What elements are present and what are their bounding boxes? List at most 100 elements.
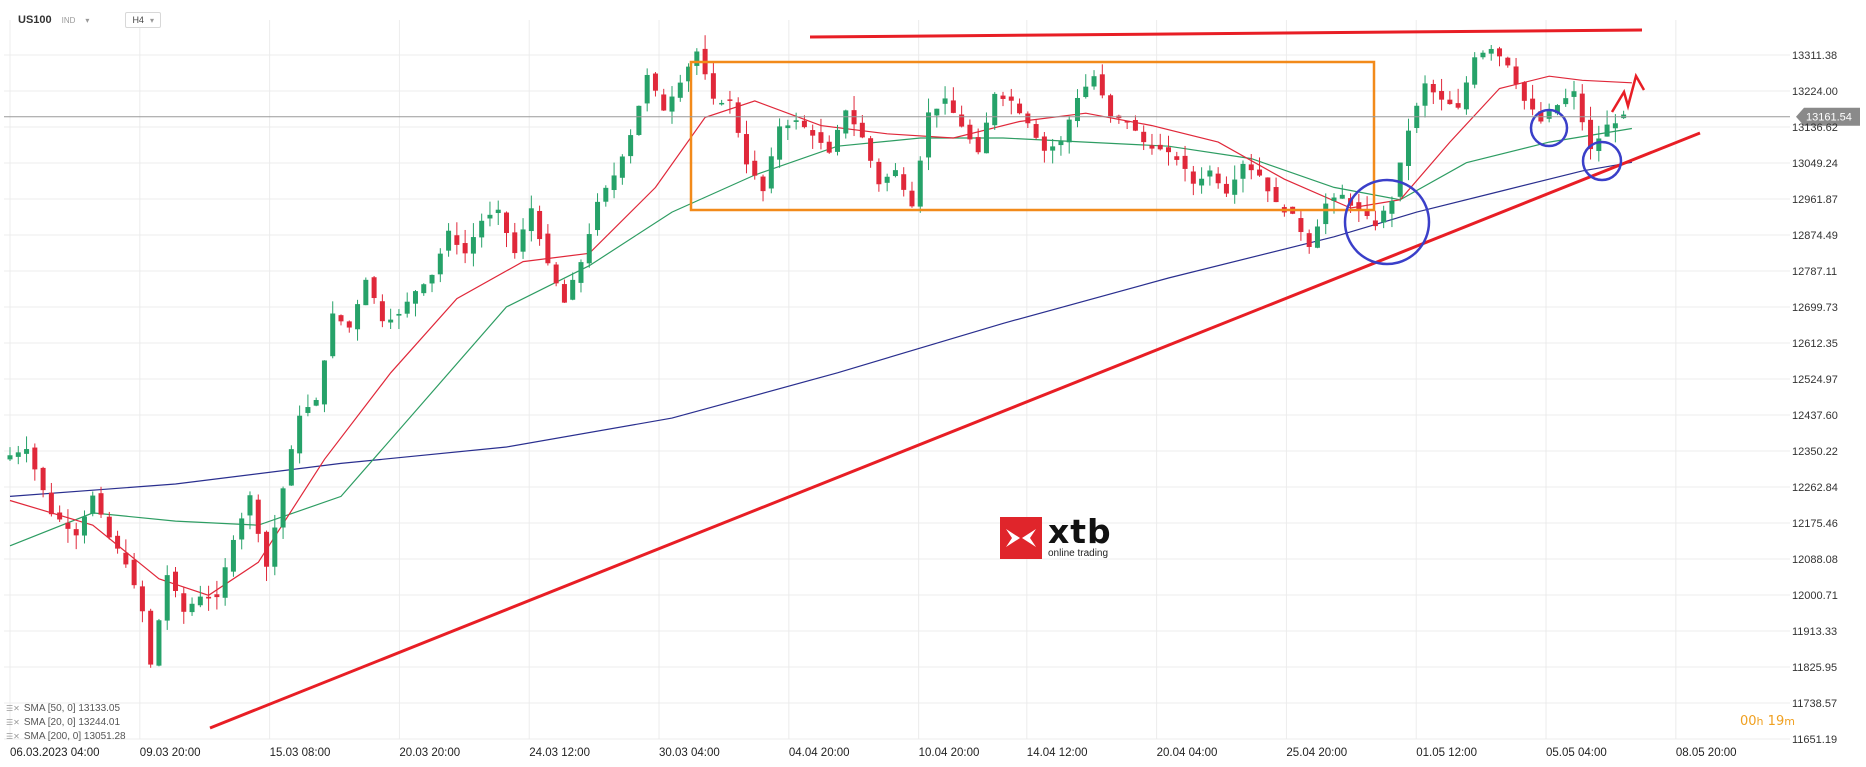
candle-body xyxy=(1530,98,1536,110)
candle-body xyxy=(24,449,30,454)
candle-body xyxy=(975,137,981,153)
candle-body xyxy=(15,452,21,457)
candle-body xyxy=(1447,99,1453,105)
candle-countdown: 00h 19m xyxy=(1740,714,1795,729)
y-tick-label: 12262.84 xyxy=(1792,482,1838,494)
rising-trendline xyxy=(209,131,1701,730)
candle-body xyxy=(139,586,145,612)
candle-body xyxy=(1232,179,1238,195)
chevron-down-icon[interactable]: ▾ xyxy=(85,15,90,25)
candle-body xyxy=(1521,82,1527,101)
candle-body xyxy=(1248,164,1254,171)
candle-body xyxy=(81,516,87,536)
candle-body xyxy=(710,73,716,99)
candle-body xyxy=(677,82,683,98)
x-tick-label: 15.03 08:00 xyxy=(270,747,331,759)
candle-body xyxy=(164,575,170,621)
candle-body xyxy=(173,571,179,591)
legend-sma20-label: SMA [20, 0] 13244.01 xyxy=(23,717,121,728)
candle-body xyxy=(412,291,418,304)
settings-icon[interactable]: ☰✕ xyxy=(6,732,20,741)
candle-body xyxy=(735,102,741,133)
y-tick-label: 13224.00 xyxy=(1792,86,1838,98)
candle-body xyxy=(694,51,700,66)
candle-body xyxy=(189,603,195,613)
x-tick-label: 24.03 12:00 xyxy=(529,747,590,759)
countdown-hours-unit: h xyxy=(1756,715,1764,728)
candle-body xyxy=(1339,194,1345,199)
sma20-line xyxy=(9,75,1632,596)
candle-body xyxy=(313,400,319,406)
candle-body xyxy=(1157,144,1163,150)
candle-body xyxy=(512,232,518,254)
candle-body xyxy=(1190,171,1196,184)
candle-body xyxy=(1017,103,1023,114)
y-tick-label: 12961.87 xyxy=(1792,194,1838,206)
candle-body xyxy=(644,74,650,104)
indicator-legend: ☰✕ SMA [50, 0] 13133.05 ☰✕ SMA [20, 0] 1… xyxy=(6,702,126,744)
candle-body xyxy=(942,98,948,104)
candle-body xyxy=(570,279,576,300)
candle-body xyxy=(346,321,352,328)
legend-row-sma50[interactable]: ☰✕ SMA [50, 0] 13133.05 xyxy=(6,702,126,716)
candle-body xyxy=(388,319,394,323)
y-tick-label: 12524.97 xyxy=(1792,374,1838,386)
candle-body xyxy=(115,535,121,549)
candle-body xyxy=(1108,95,1114,117)
candle-body xyxy=(909,190,915,207)
candle-body xyxy=(1546,111,1552,119)
current-price-badge xyxy=(1796,107,1860,126)
candle-body xyxy=(1397,162,1403,197)
time-axis: 06.03.2023 04:00 09.03 20:00 15.03 08:00 20… xyxy=(10,747,1737,759)
candle-body xyxy=(586,234,592,264)
timeframe-select[interactable]: H4 ▾ xyxy=(125,12,161,28)
support-touch-circle xyxy=(1343,178,1431,266)
candle-body xyxy=(280,488,286,528)
candle-body xyxy=(1455,103,1461,108)
legend-sma200-label: SMA [200, 0] 13051.28 xyxy=(23,731,126,742)
y-tick-label: 12175.46 xyxy=(1792,518,1838,530)
candle-body xyxy=(1298,218,1304,233)
legend-row-sma200[interactable]: ☰✕ SMA [200, 0] 13051.28 xyxy=(6,730,126,744)
candle-body xyxy=(768,156,774,189)
candle-body xyxy=(1083,86,1089,98)
candle-body xyxy=(528,208,534,232)
candle-body xyxy=(595,201,601,231)
candle-body xyxy=(752,160,758,176)
y-tick-label: 12874.49 xyxy=(1792,230,1838,242)
candle-body xyxy=(661,94,667,111)
projection-arrow xyxy=(1610,72,1646,113)
candle-body xyxy=(818,132,824,143)
candle-body xyxy=(421,284,427,294)
candle-body xyxy=(73,529,79,536)
candle-body xyxy=(429,274,435,284)
consolidation-box xyxy=(689,60,1376,212)
candle-body xyxy=(156,620,162,666)
candle-body xyxy=(1323,203,1329,225)
legend-row-sma20[interactable]: ☰✕ SMA [20, 0] 13244.01 xyxy=(6,716,126,730)
candle-body xyxy=(264,531,270,567)
candle-body xyxy=(801,120,807,128)
candle-body xyxy=(131,559,137,586)
candle-body xyxy=(1513,66,1519,85)
candle-body xyxy=(1430,84,1436,93)
candle-body xyxy=(835,129,841,152)
timeframe-label: H4 xyxy=(132,15,144,25)
candle-body xyxy=(578,262,584,283)
settings-icon[interactable]: ☰✕ xyxy=(6,718,20,727)
candle-body xyxy=(470,237,476,254)
candle-body xyxy=(1596,138,1602,152)
settings-icon[interactable]: ☰✕ xyxy=(6,704,20,713)
candle-body xyxy=(1273,187,1279,203)
candle-body xyxy=(1422,83,1428,106)
candle-body xyxy=(826,141,832,153)
chevron-down-icon: ▾ xyxy=(149,15,154,25)
candle-body xyxy=(1149,145,1155,149)
symbol-label[interactable]: US100 xyxy=(18,14,52,26)
candle-body xyxy=(379,301,385,322)
candle-body xyxy=(396,313,402,316)
xtb-logo-mark xyxy=(1000,517,1042,559)
candle-body xyxy=(1240,163,1246,179)
candle-body xyxy=(479,220,485,238)
